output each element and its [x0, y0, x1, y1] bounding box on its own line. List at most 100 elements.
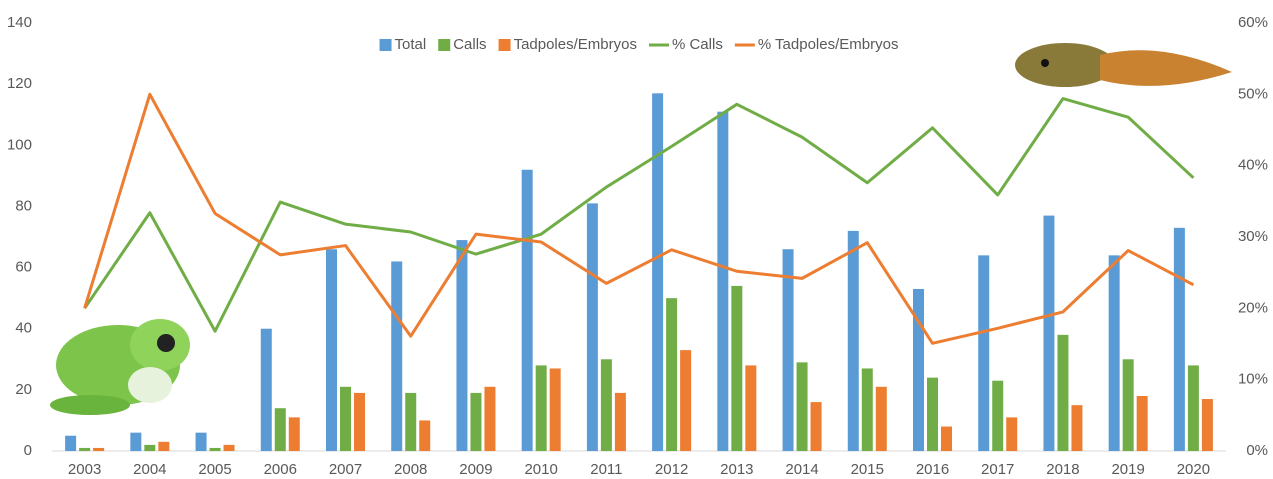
bar — [535, 365, 547, 451]
bar — [1173, 227, 1185, 451]
x-tick-label: 2015 — [851, 461, 884, 478]
bar — [600, 359, 612, 451]
bar — [666, 298, 678, 451]
bar — [260, 328, 272, 451]
y2-tick-label: 30% — [1238, 228, 1268, 245]
line — [83, 92, 1195, 345]
bar — [521, 169, 533, 451]
y-tick-label: 60 — [15, 259, 32, 276]
bar — [326, 249, 337, 451]
bar — [810, 402, 822, 451]
y-tick-label: 140 — [7, 14, 32, 31]
bar — [354, 392, 365, 451]
y2-tick-label: 20% — [1238, 299, 1268, 316]
bar — [79, 447, 91, 451]
bar — [847, 230, 859, 451]
bar — [340, 386, 351, 451]
line — [83, 97, 1195, 333]
bar — [65, 435, 77, 451]
x-tick-label: 2011 — [590, 461, 622, 478]
bar — [586, 203, 598, 451]
legend-swatch — [379, 39, 392, 51]
bar — [1071, 405, 1083, 451]
legend-label: % Tadpoles/Embryos — [758, 36, 899, 53]
bar — [1006, 417, 1018, 451]
x-tick-label: 2014 — [785, 461, 818, 478]
bar — [93, 447, 105, 451]
y2-tick-label: 0% — [1246, 442, 1268, 459]
bar — [861, 368, 873, 451]
x-tick-label: 2016 — [916, 461, 949, 478]
legend-label: Total — [395, 36, 427, 53]
bar — [1122, 359, 1134, 451]
bar — [941, 426, 952, 451]
bar — [223, 444, 235, 451]
legend-label: Tadpoles/Embryos — [514, 36, 637, 53]
legend-label: % Calls — [672, 36, 723, 53]
bar — [144, 444, 156, 451]
legend-label: Calls — [453, 36, 486, 53]
bar — [978, 255, 990, 451]
bar — [405, 392, 417, 451]
bar — [274, 408, 286, 451]
x-tick-label: 2010 — [524, 461, 557, 478]
x-tick-label: 2008 — [394, 461, 427, 478]
bar — [652, 93, 664, 452]
bar — [1187, 365, 1199, 451]
legend-swatch — [498, 39, 511, 51]
bar — [614, 392, 626, 451]
frog-illustration — [50, 319, 190, 415]
x-tick-label: 2007 — [329, 461, 362, 478]
y-tick-label: 120 — [7, 75, 32, 92]
bar — [1136, 395, 1148, 451]
y-tick-label: 0 — [24, 442, 32, 459]
x-tick-label: 2017 — [981, 461, 1014, 478]
bar — [1043, 215, 1055, 451]
x-tick-label: 2004 — [133, 461, 166, 478]
bar — [1201, 399, 1213, 451]
y-tick-label: 40 — [15, 320, 32, 337]
bar — [470, 392, 482, 451]
bar — [745, 365, 757, 451]
bar — [796, 362, 808, 451]
tadpole-illustration — [1015, 43, 1232, 87]
y-tick-label: 80 — [15, 197, 32, 214]
bar — [484, 386, 496, 451]
bar — [419, 420, 431, 451]
bar — [549, 368, 561, 451]
y-tick-label: 100 — [7, 136, 32, 153]
bar — [913, 288, 924, 451]
bar — [130, 432, 142, 451]
y2-tick-label: 50% — [1238, 85, 1268, 102]
x-tick-label: 2020 — [1177, 461, 1210, 478]
bar — [717, 111, 729, 452]
bar — [782, 249, 794, 451]
bar — [731, 285, 743, 451]
y-tick-label: 20 — [15, 381, 32, 398]
x-tick-label: 2006 — [264, 461, 297, 478]
bar — [158, 441, 170, 451]
bar — [456, 240, 468, 451]
legend-swatch — [438, 39, 451, 51]
bar — [927, 377, 938, 451]
x-tick-label: 2013 — [720, 461, 753, 478]
y2-tick-label: 40% — [1238, 157, 1268, 174]
x-tick-label: 2018 — [1046, 461, 1079, 478]
y2-tick-label: 10% — [1238, 371, 1268, 388]
bar — [1057, 334, 1069, 451]
bar — [391, 261, 403, 451]
x-tick-label: 2012 — [655, 461, 688, 478]
y2-tick-label: 60% — [1238, 14, 1268, 31]
x-tick-label: 2003 — [68, 461, 101, 478]
x-tick-label: 2019 — [1111, 461, 1144, 478]
bar — [1108, 255, 1120, 451]
bar — [195, 432, 207, 451]
bar — [209, 447, 221, 451]
x-tick-label: 2005 — [198, 461, 231, 478]
bar — [992, 380, 1004, 451]
bar — [288, 417, 300, 451]
x-tick-label: 2009 — [459, 461, 492, 478]
bar — [875, 386, 887, 451]
bar — [680, 350, 692, 451]
